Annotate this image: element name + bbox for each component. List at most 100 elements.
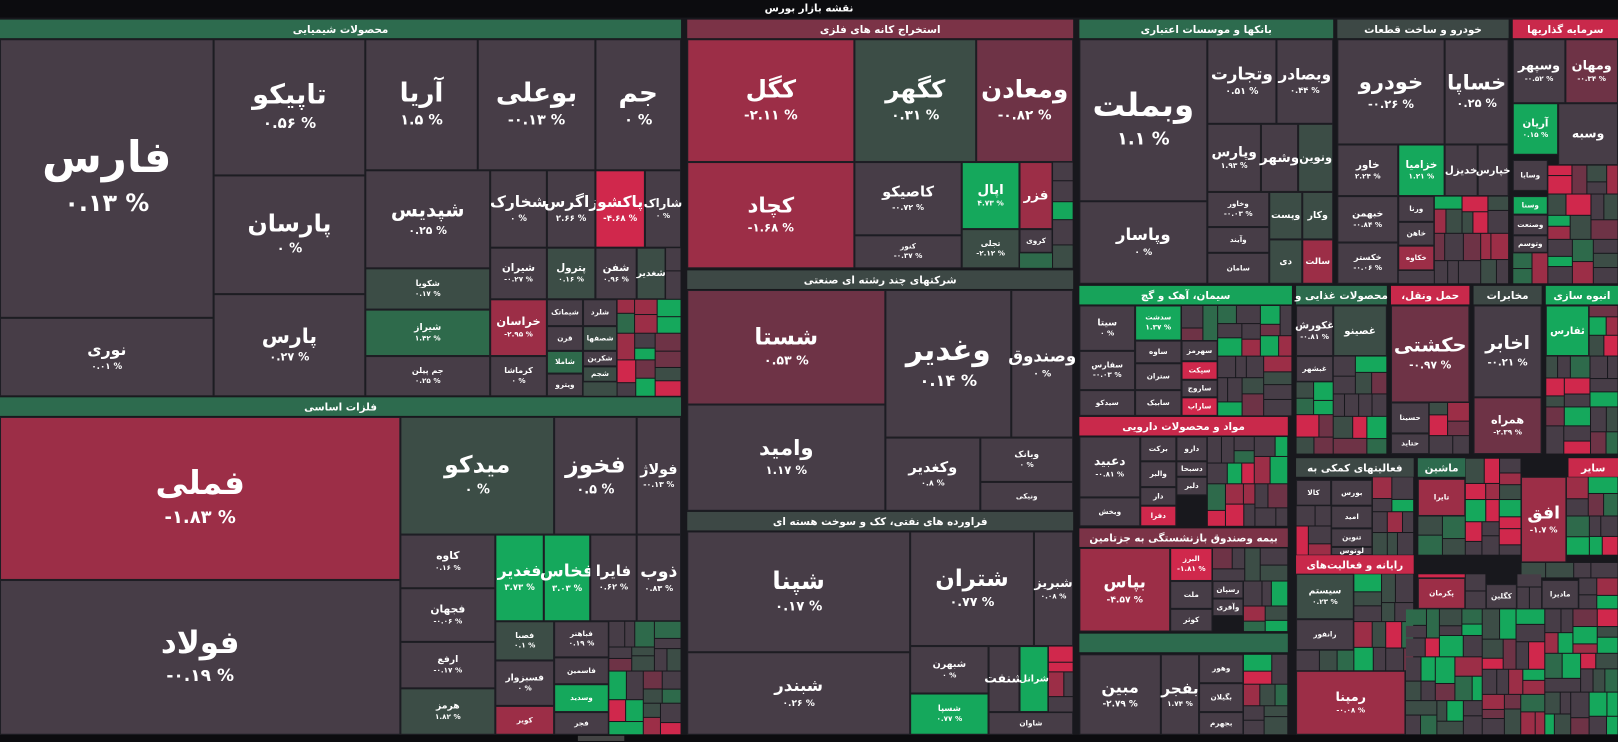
- stock-tile[interactable]: [1398, 196, 1435, 222]
- stock-tile[interactable]: [1337, 242, 1399, 284]
- stock-change[interactable]: -۰.۸۱ %: [1095, 469, 1124, 478]
- stock-change[interactable]: ۰.۵۶ %: [263, 114, 316, 132]
- stock-tile[interactable]: [1485, 584, 1517, 609]
- stock-symbol[interactable]: سیتا: [1097, 318, 1117, 328]
- stock-change[interactable]: ۴.۷۳ %: [977, 199, 1004, 208]
- stock-tile[interactable]: [1079, 350, 1136, 391]
- stock-symbol[interactable]: سیستم: [1309, 587, 1342, 597]
- stock-tile[interactable]: [687, 289, 886, 405]
- stock-symbol[interactable]: ویخش: [1098, 507, 1121, 516]
- stock-tile[interactable]: [477, 39, 596, 171]
- stock-tile[interactable]: [976, 39, 1074, 163]
- stock-change[interactable]: ۰.۲۵ %: [1456, 96, 1496, 110]
- stock-change[interactable]: ۰ %: [277, 242, 303, 257]
- stock-tile[interactable]: [1135, 340, 1182, 364]
- stock-symbol[interactable]: شبندر: [773, 676, 823, 695]
- stock-symbol[interactable]: وغدیر: [904, 333, 991, 367]
- stock-change[interactable]: -۰.۰۶ %: [433, 617, 462, 626]
- stock-tile[interactable]: [1545, 305, 1590, 357]
- stock-symbol[interactable]: شخارک: [490, 193, 547, 211]
- stock-change[interactable]: ۲.۲۴ %: [1355, 171, 1381, 180]
- stock-symbol[interactable]: کالا: [1307, 488, 1320, 497]
- stock-symbol[interactable]: شیران: [502, 262, 535, 274]
- stock-symbol[interactable]: وسایا: [1520, 170, 1540, 179]
- stock-tile[interactable]: [495, 705, 555, 735]
- stock-change[interactable]: -۰.۹۷ %: [1409, 359, 1452, 372]
- stock-change[interactable]: -۱.۸۱ %: [1177, 564, 1206, 573]
- stock-tile[interactable]: [961, 229, 1020, 269]
- stock-tile[interactable]: [495, 621, 555, 661]
- stock-tile[interactable]: [1181, 397, 1218, 416]
- stock-tile[interactable]: [854, 39, 977, 163]
- stock-tile[interactable]: [1176, 436, 1208, 462]
- stock-tile[interactable]: [1181, 340, 1218, 362]
- stock-symbol[interactable]: وآفری: [1217, 601, 1240, 611]
- stock-change[interactable]: ۰ %: [1033, 368, 1051, 379]
- stock-change[interactable]: ۰ %: [1020, 460, 1034, 469]
- stock-symbol[interactable]: وبصادر: [1278, 66, 1332, 84]
- stock-symbol[interactable]: مادیرا: [1550, 589, 1571, 598]
- stock-tile[interactable]: [546, 350, 584, 374]
- stock-change[interactable]: -۰.۲۱ %: [1487, 357, 1527, 368]
- stock-symbol[interactable]: غکورش: [1295, 320, 1334, 331]
- stock-change[interactable]: ۳.۷۳ %: [504, 583, 535, 593]
- stock-tile[interactable]: [1521, 476, 1567, 563]
- stock-tile[interactable]: [365, 170, 491, 269]
- stock-tile[interactable]: [1390, 433, 1430, 455]
- stock-symbol[interactable]: فغدیر: [497, 561, 542, 580]
- stock-symbol[interactable]: تجلی: [981, 239, 1001, 248]
- stock-tile[interactable]: [546, 326, 584, 351]
- stock-change[interactable]: ۰ %: [624, 112, 652, 128]
- stock-symbol[interactable]: لوتوس: [1340, 546, 1365, 555]
- stock-change[interactable]: -۰.۸۴ %: [1353, 220, 1382, 229]
- stock-tile[interactable]: [1398, 144, 1445, 197]
- stock-tile[interactable]: [400, 688, 496, 735]
- stock-change[interactable]: -۰.۰۸ %: [1336, 705, 1365, 714]
- stock-change[interactable]: ۰.۸۳ %: [645, 584, 674, 593]
- stock-change[interactable]: -۱.۷ %: [1530, 524, 1558, 534]
- stock-change[interactable]: ۰.۱۶ %: [558, 275, 584, 284]
- stock-symbol[interactable]: ثفارس: [1550, 326, 1585, 337]
- stock-symbol[interactable]: بجهرم: [1210, 718, 1233, 727]
- stock-symbol[interactable]: دی: [1279, 257, 1292, 267]
- stock-tile[interactable]: [1296, 479, 1332, 506]
- stock-tile[interactable]: [988, 646, 1020, 713]
- stock-symbol[interactable]: وخاور: [1227, 199, 1249, 208]
- stock-tile[interactable]: [554, 416, 637, 535]
- stock-tile[interactable]: [1135, 390, 1182, 416]
- stock-change[interactable]: -۰.۰۳ %: [1093, 370, 1122, 379]
- stock-symbol[interactable]: همراه: [1491, 412, 1524, 426]
- stock-change[interactable]: ۰.۲۳ %: [1312, 597, 1338, 606]
- stock-symbol[interactable]: دارو: [1183, 444, 1199, 453]
- stock-symbol[interactable]: وتجارت: [1211, 64, 1273, 85]
- stock-change[interactable]: ۱.۵ %: [400, 112, 443, 128]
- stock-tile[interactable]: [910, 693, 989, 735]
- stock-symbol[interactable]: ویترو: [554, 380, 574, 389]
- stock-change[interactable]: ۱.۱۷ %: [766, 463, 808, 477]
- stock-tile[interactable]: [854, 235, 962, 269]
- stock-tile[interactable]: [1477, 144, 1509, 197]
- stock-tile[interactable]: [1207, 227, 1270, 253]
- stock-symbol[interactable]: وتوسم: [1518, 239, 1542, 248]
- stock-symbol[interactable]: شلرد: [591, 308, 609, 317]
- stock-symbol[interactable]: غصینو: [1343, 326, 1375, 337]
- stock-tile[interactable]: [400, 588, 496, 642]
- stock-tile[interactable]: [1417, 577, 1466, 609]
- stock-symbol[interactable]: وبانک: [1014, 450, 1039, 460]
- stock-symbol[interactable]: خزامیا: [1406, 159, 1438, 171]
- stock-tile[interactable]: [365, 309, 491, 357]
- stock-tile[interactable]: [1079, 39, 1208, 202]
- stock-symbol[interactable]: دلبر: [1184, 481, 1199, 490]
- stock-change[interactable]: ۰.۰۱ %: [91, 362, 122, 372]
- stock-tile[interactable]: [1512, 103, 1559, 155]
- stock-symbol[interactable]: جم پیلن: [412, 366, 444, 375]
- stock-symbol[interactable]: کگهر: [883, 74, 946, 103]
- stock-symbol[interactable]: رانفور: [1312, 630, 1336, 639]
- stock-change[interactable]: ۰.۲۵ %: [408, 224, 447, 237]
- stock-symbol[interactable]: ساوه: [1149, 347, 1168, 356]
- stock-tile[interactable]: [546, 170, 596, 248]
- stock-tile[interactable]: [1296, 305, 1334, 357]
- stock-tile[interactable]: [1331, 528, 1373, 547]
- stock-symbol[interactable]: شبهرن: [933, 659, 966, 670]
- stock-symbol[interactable]: خاهن: [1407, 229, 1426, 238]
